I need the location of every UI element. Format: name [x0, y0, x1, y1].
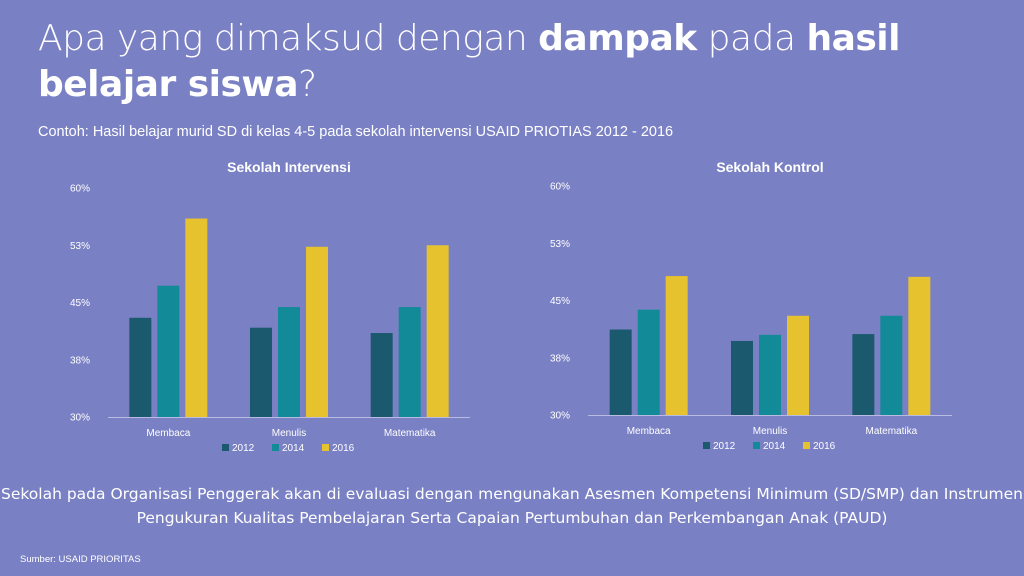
evaluation-note: Sekolah pada Organisasi Penggerak akan d…	[1, 485, 1023, 527]
legend-swatch-2014	[272, 444, 279, 451]
y-tick-label: 45%	[550, 296, 570, 307]
x-category-label: Membaca	[146, 428, 190, 439]
bar-2014-menulis	[759, 334, 781, 415]
bar-2014-menulis	[278, 307, 300, 417]
source-credit: Sumber: USAID PRIORITAS	[20, 554, 141, 565]
chart-intervensi: Sekolah Intervensi 60% 53% 45% 38% 30% Membaca…	[70, 159, 470, 454]
legend-label: 2014	[282, 443, 305, 454]
bar-2016-matematika	[426, 245, 449, 417]
title-part-3: ?	[297, 64, 317, 105]
bar-2012-menulis	[250, 327, 272, 417]
y-tick-label: 60%	[70, 184, 90, 195]
x-category-label: Matematika	[865, 426, 917, 437]
bar-2016-menulis	[787, 315, 809, 415]
legend-label: 2016	[813, 441, 836, 452]
title-bold-1: dampak	[538, 18, 697, 59]
y-tick-label: 38%	[550, 353, 570, 364]
legend-swatch-2012	[703, 442, 710, 449]
legend-swatch-2016	[803, 442, 810, 449]
bar-2016-matematika	[908, 276, 931, 415]
bar-2014-matematika	[398, 307, 421, 417]
y-tick-label: 53%	[70, 241, 90, 252]
legend-swatch-2016	[322, 444, 329, 451]
legend-swatch-2012	[222, 444, 229, 451]
chart-title: Sekolah Intervensi	[227, 159, 351, 175]
title-part-2: pada	[696, 18, 807, 59]
x-category-label: Membaca	[627, 426, 671, 437]
bar-2016-menulis	[306, 246, 328, 417]
bar-2012-membaca	[129, 317, 152, 417]
x-category-label: Menulis	[272, 428, 306, 439]
y-tick-label: 38%	[70, 355, 90, 366]
y-tick-label: 53%	[550, 239, 570, 250]
y-tick-label: 60%	[550, 182, 570, 193]
page-subtitle: Contoh: Hasil belajar murid SD di kelas …	[38, 124, 674, 140]
bar-2016-membaca	[665, 276, 688, 415]
x-category-label: Matematika	[384, 428, 436, 439]
legend-label: 2012	[232, 443, 255, 454]
title-bold-2: hasil belajar siswa	[38, 18, 900, 105]
bar-2012-membaca	[609, 329, 632, 415]
bar-2014-membaca	[157, 285, 180, 417]
legend-label: 2016	[332, 443, 355, 454]
chart-kontrol: Sekolah Kontrol 60% 53% 45% 38% 30% Membaca Men…	[550, 159, 952, 452]
x-category-label: Menulis	[753, 426, 787, 437]
bar-2012-matematika	[370, 333, 393, 417]
legend-label: 2012	[713, 441, 736, 452]
legend-label: 2014	[763, 441, 786, 452]
bar-2014-matematika	[880, 315, 903, 415]
legend-swatch-2014	[753, 442, 760, 449]
y-tick-label: 45%	[70, 298, 90, 309]
bar-2016-membaca	[185, 218, 208, 417]
bar-2012-matematika	[852, 334, 875, 415]
y-tick-label: 30%	[550, 411, 570, 422]
bar-2014-membaca	[637, 309, 660, 415]
page-title: Apa yang dimaksud dengan dampak pada has…	[38, 16, 978, 108]
title-part-1: Apa yang dimaksud dengan	[38, 18, 539, 59]
y-tick-label: 30%	[70, 413, 90, 424]
chart-title: Sekolah Kontrol	[716, 159, 823, 175]
bar-2012-menulis	[731, 340, 753, 415]
